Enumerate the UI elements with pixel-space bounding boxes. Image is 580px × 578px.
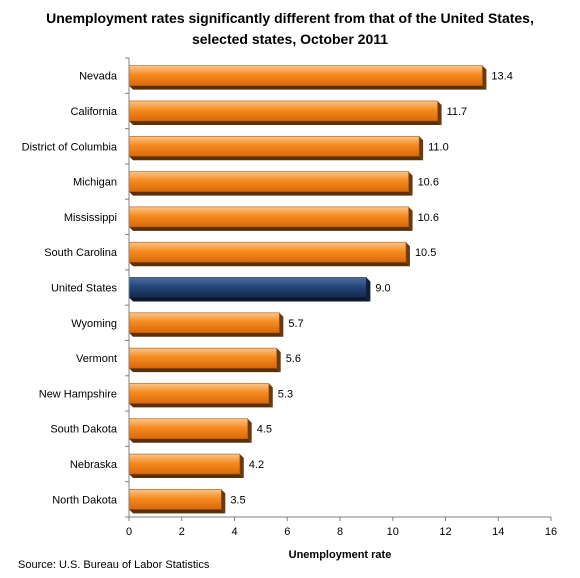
category-label-district-of-columbia: District of Columbia [22, 141, 118, 153]
category-label-nebraska: Nebraska [70, 459, 118, 471]
bar-shadow-district-of-columbia [129, 156, 424, 161]
bar-north-dakota [128, 489, 222, 510]
category-label-vermont: Vermont [76, 353, 117, 365]
bar-new-hampshire [128, 383, 270, 404]
x-tick-label: 12 [439, 526, 451, 538]
bar-shadow-nevada [129, 85, 487, 90]
bar-vermont [128, 347, 277, 369]
bar-shadow-new-hampshire [129, 403, 273, 408]
bar-shadow-wyoming [129, 332, 284, 337]
bar-side-united-states [366, 277, 371, 302]
chart-title-line-2: selected states, October 2011 [191, 31, 389, 47]
axes: Nevada California District of Columbia Mich… [22, 57, 557, 561]
bar-shadow-vermont [129, 368, 281, 373]
bar-nevada [128, 65, 483, 86]
value-label-nebraska: 4.2 [249, 459, 264, 471]
bar-district-of-columbia [128, 135, 420, 157]
bar-michigan [128, 171, 409, 192]
category-label-california: California [71, 106, 118, 118]
bar-mississippi [128, 206, 409, 228]
category-label-south-carolina: South Carolina [44, 247, 118, 259]
bar-side-district-of-columbia [419, 136, 424, 161]
bar-shadow-nebraska [129, 474, 244, 479]
bar-shadow-united-states [129, 297, 371, 302]
value-label-united-states: 9.0 [375, 283, 390, 295]
category-label-north-dakota: North Dakota [52, 494, 118, 506]
bar-side-california [437, 100, 442, 125]
source-note: Source: U.S. Bureau of Labor Statistics [18, 559, 210, 571]
category-label-south-dakota: South Dakota [50, 424, 118, 436]
category-label-michigan: Michigan [73, 177, 117, 189]
value-label-south-carolina: 10.5 [415, 247, 436, 259]
value-label-mississippi: 10.6 [418, 212, 439, 224]
category-label-new-hampshire: New Hampshire [39, 388, 117, 400]
bars: 13.4 11.7 11.0 10.6 10.6 10.5 9.0 5.7 5.6 5.3 4.5 4… [128, 65, 513, 514]
bar-shadow-south-dakota [129, 438, 252, 443]
bar-shadow-north-dakota [129, 509, 226, 514]
chart-title: Unemployment rates significantly differe… [0, 8, 580, 50]
bar-side-nevada [482, 65, 487, 90]
x-tick-label: 14 [492, 526, 504, 538]
value-label-north-dakota: 3.5 [230, 494, 245, 506]
bar-shadow-california [129, 120, 442, 125]
category-label-nevada: Nevada [79, 71, 118, 83]
value-label-vermont: 5.6 [286, 353, 301, 365]
bar-side-michigan [408, 171, 413, 196]
bar-side-vermont [276, 348, 281, 373]
bar-wyoming [128, 312, 280, 334]
bar-south-dakota [128, 418, 248, 440]
x-tick-label: 10 [387, 526, 399, 538]
bar-shadow-michigan [129, 191, 413, 196]
x-tick-label: 2 [179, 526, 185, 538]
x-tick-label: 0 [126, 526, 132, 538]
bar-side-nebraska [239, 454, 244, 479]
value-label-wyoming: 5.7 [288, 318, 303, 330]
bar-side-mississippi [408, 206, 413, 231]
x-axis-title: Unemployment rate [289, 549, 392, 561]
bar-shadow-mississippi [129, 226, 413, 231]
x-tick-label: 16 [545, 526, 557, 538]
bar-nebraska [128, 453, 241, 475]
value-label-nevada: 13.4 [491, 71, 512, 83]
bar-united-states [128, 277, 367, 298]
bar-side-new-hampshire [268, 383, 273, 408]
category-label-united-states: United States [51, 283, 118, 295]
bar-side-south-carolina [405, 242, 410, 267]
value-label-district-of-columbia: 11.0 [428, 141, 449, 153]
bar-side-north-dakota [221, 489, 226, 514]
x-tick-label: 8 [337, 526, 343, 538]
bar-side-wyoming [279, 312, 284, 337]
x-tick-label: 6 [284, 526, 290, 538]
x-tick-label: 4 [231, 526, 237, 538]
bar-california [128, 100, 438, 122]
bar-side-south-dakota [247, 418, 252, 443]
value-label-michigan: 10.6 [418, 177, 439, 189]
value-label-new-hampshire: 5.3 [278, 388, 293, 400]
category-label-wyoming: Wyoming [71, 318, 117, 330]
value-label-california: 11.7 [447, 106, 468, 118]
bar-south-carolina [128, 241, 407, 263]
bar-shadow-south-carolina [129, 262, 410, 267]
chart-title-line-1: Unemployment rates significantly differe… [46, 10, 534, 26]
category-label-mississippi: Mississippi [64, 212, 117, 224]
value-label-south-dakota: 4.5 [257, 424, 272, 436]
